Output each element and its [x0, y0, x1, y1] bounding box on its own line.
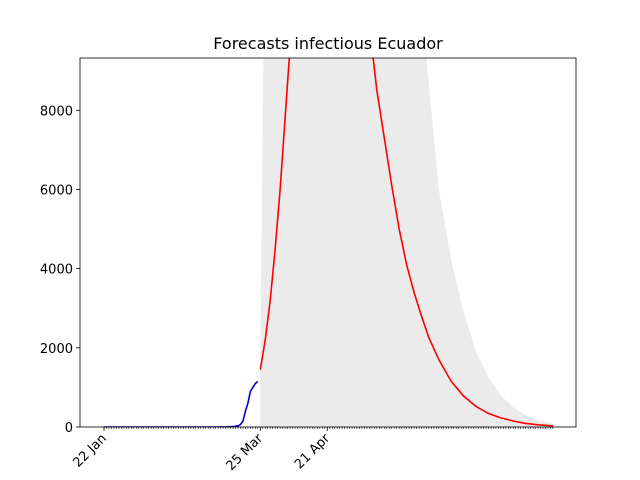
plot-area: [104, 58, 553, 427]
confidence-band: [260, 58, 553, 427]
y-tick-label: 6000: [40, 183, 73, 198]
y-tick-label: 0: [65, 421, 73, 436]
axes-frame: [79, 57, 577, 428]
y-tick-label: 2000: [40, 342, 73, 357]
y-tick-label: 8000: [40, 104, 73, 119]
chart-title: Forecasts infectious Ecuador: [213, 34, 443, 53]
y-tick-label: 4000: [40, 263, 73, 278]
series-line: [104, 380, 259, 427]
series-line: [259, 58, 553, 427]
